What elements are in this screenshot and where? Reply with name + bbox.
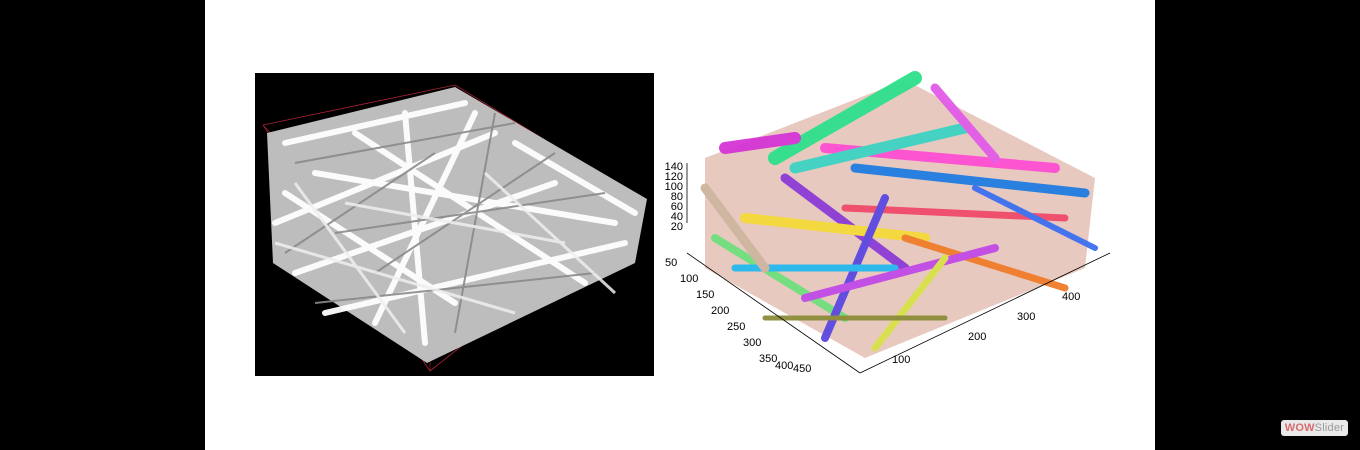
slide-canvas: 140 120 100 80 60 40 20 50 100 150 200 2… bbox=[205, 0, 1155, 450]
grayscale-fiber-render bbox=[262, 84, 647, 372]
grayscale-volume-image bbox=[255, 73, 654, 376]
y-tick: 350 bbox=[759, 353, 777, 365]
watermark-part2: Slider bbox=[1314, 422, 1344, 434]
watermark-part1: WOW bbox=[1284, 422, 1315, 434]
z-tick: 140 bbox=[665, 161, 683, 173]
wowslider-watermark[interactable]: WOWSlider bbox=[1280, 420, 1348, 436]
x-tick: 400 bbox=[1062, 291, 1080, 303]
z-tick: 120 bbox=[665, 171, 683, 183]
z-tick: 20 bbox=[671, 221, 683, 233]
z-tick: 60 bbox=[671, 201, 683, 213]
x-tick: 300 bbox=[1017, 311, 1035, 323]
z-tick: 40 bbox=[671, 211, 683, 223]
y-tick: 50 bbox=[665, 257, 677, 269]
colored-fiber-render: 140 120 100 80 60 40 20 50 100 150 200 2… bbox=[665, 71, 1111, 375]
y-tick: 450 bbox=[793, 363, 811, 375]
z-tick: 80 bbox=[671, 191, 683, 203]
colored-segmentation-plot: 140 120 100 80 60 40 20 50 100 150 200 2… bbox=[645, 68, 1115, 388]
x-tick: 200 bbox=[968, 331, 986, 343]
z-tick: 100 bbox=[665, 181, 683, 193]
y-tick: 250 bbox=[727, 321, 745, 333]
y-tick: 400 bbox=[775, 360, 793, 372]
x-tick: 100 bbox=[892, 354, 910, 366]
y-tick: 150 bbox=[696, 289, 714, 301]
y-tick: 200 bbox=[711, 305, 729, 317]
y-tick: 300 bbox=[743, 337, 761, 349]
y-tick: 100 bbox=[680, 273, 698, 285]
